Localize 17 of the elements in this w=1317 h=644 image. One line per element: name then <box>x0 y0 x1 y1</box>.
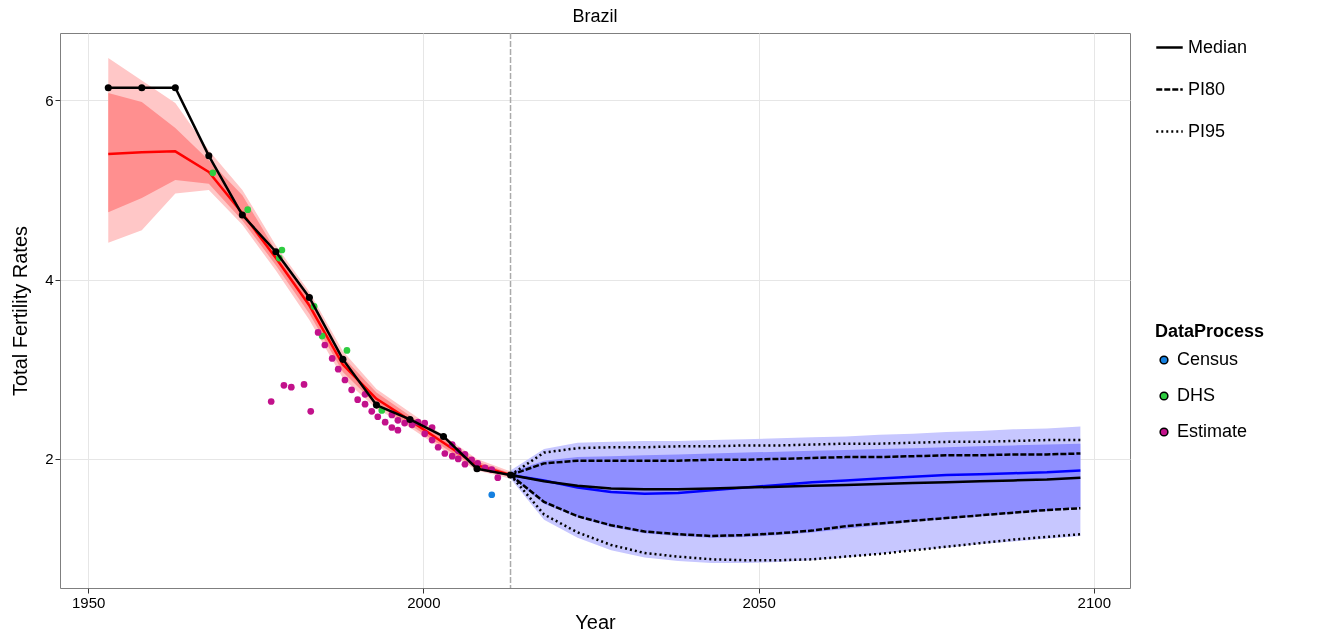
x-tick-label: 2000 <box>407 593 441 611</box>
legend-label: Census <box>1177 349 1239 369</box>
legend-label: DHS <box>1177 385 1216 405</box>
x-tick-label: 2100 <box>1077 593 1111 611</box>
x-tick-label: 2050 <box>742 593 776 611</box>
legend-title: DataProcess <box>1155 321 1265 341</box>
chart-title: Brazil <box>572 6 618 27</box>
y-tick-label: 2 <box>45 450 54 468</box>
legend-label: Median <box>1188 36 1248 57</box>
legend-label: PI95 <box>1188 120 1226 141</box>
x-tick-label: 1950 <box>71 593 106 611</box>
y-tick-label: 4 <box>45 271 54 289</box>
y-tick-label: 6 <box>45 91 54 109</box>
y-axis-title: Total Fertility Rates <box>9 225 32 397</box>
legend-label: Estimate <box>1177 421 1248 441</box>
legend-label: PI80 <box>1188 78 1226 99</box>
x-axis-title: Year <box>575 610 617 633</box>
